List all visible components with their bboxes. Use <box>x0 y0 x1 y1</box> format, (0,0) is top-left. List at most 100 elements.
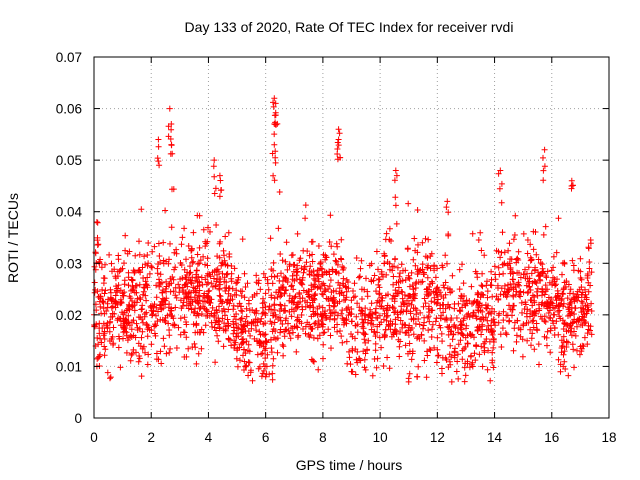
data-point <box>560 333 567 340</box>
data-point <box>145 351 152 358</box>
data-point <box>325 286 332 292</box>
data-point <box>233 330 240 337</box>
data-point <box>157 301 164 308</box>
data-point <box>555 331 562 338</box>
data-point <box>317 260 324 267</box>
data-point <box>211 173 218 180</box>
data-point <box>311 275 318 282</box>
data-point <box>458 330 465 337</box>
data-point <box>142 349 148 356</box>
data-point <box>556 313 563 320</box>
data-point <box>419 266 426 273</box>
data-point <box>179 275 186 282</box>
data-point <box>530 317 537 324</box>
data-point <box>549 317 556 324</box>
data-point <box>322 315 329 322</box>
data-point <box>327 332 334 339</box>
y-tick-label: 0.05 <box>56 153 82 168</box>
data-point <box>302 215 309 222</box>
data-point <box>572 332 579 339</box>
data-point <box>412 247 419 254</box>
data-point <box>294 230 301 237</box>
data-point <box>424 254 431 261</box>
data-point <box>539 261 546 268</box>
data-point <box>259 350 266 357</box>
data-point <box>271 95 278 102</box>
data-point <box>346 348 352 355</box>
data-point <box>173 246 180 253</box>
data-point <box>171 321 178 328</box>
data-point <box>97 256 104 263</box>
data-point <box>257 339 264 346</box>
data-point <box>386 260 393 267</box>
data-point <box>564 295 571 302</box>
data-point <box>410 331 417 338</box>
data-point <box>204 279 211 286</box>
data-point <box>588 300 595 307</box>
data-point <box>428 298 435 305</box>
data-point <box>540 154 546 161</box>
data-point <box>406 340 413 347</box>
data-point <box>216 292 223 299</box>
data-point <box>476 302 483 309</box>
data-point <box>271 177 278 184</box>
data-point <box>383 271 390 278</box>
data-point <box>213 306 220 313</box>
data-point <box>570 319 577 326</box>
data-point <box>511 325 518 332</box>
data-point <box>529 310 536 316</box>
data-point <box>158 279 165 286</box>
data-point <box>434 284 441 291</box>
data-point <box>343 284 350 291</box>
data-point <box>396 343 403 350</box>
data-point <box>410 256 417 263</box>
data-point <box>587 323 594 330</box>
data-point <box>220 327 227 334</box>
data-point <box>555 308 561 315</box>
data-point <box>498 199 505 206</box>
data-point <box>203 312 209 319</box>
data-point <box>449 336 456 343</box>
data-point <box>345 304 352 311</box>
data-point <box>428 250 435 257</box>
data-point <box>352 371 359 378</box>
data-point <box>554 293 561 300</box>
data-point <box>471 334 477 341</box>
data-point <box>462 344 469 350</box>
data-point <box>117 364 124 371</box>
data-point <box>448 378 455 385</box>
data-point <box>93 219 100 225</box>
data-point <box>211 190 218 197</box>
data-point <box>339 280 346 287</box>
data-point <box>138 373 145 380</box>
data-point <box>157 271 164 278</box>
data-point <box>156 162 163 169</box>
data-point <box>370 321 377 328</box>
data-point <box>307 323 314 330</box>
data-point <box>442 355 449 362</box>
data-point <box>421 337 428 344</box>
data-point <box>154 155 161 162</box>
data-point <box>100 280 107 287</box>
data-point <box>204 262 211 269</box>
data-point <box>275 225 282 232</box>
data-point <box>393 220 400 227</box>
data-point <box>424 274 431 281</box>
data-point <box>563 321 570 328</box>
data-point <box>249 377 256 384</box>
data-point <box>402 330 409 336</box>
data-point <box>136 281 143 288</box>
data-point <box>272 121 279 128</box>
data-point <box>537 277 544 284</box>
data-point <box>563 344 570 350</box>
data-point <box>354 329 361 336</box>
data-point <box>94 219 101 226</box>
data-point <box>125 282 132 289</box>
data-point <box>485 322 492 329</box>
data-point <box>341 317 348 324</box>
data-point <box>131 307 138 314</box>
data-point <box>376 284 383 291</box>
data-point <box>101 343 108 350</box>
data-point <box>150 308 157 315</box>
y-tick-label: 0.07 <box>56 50 82 65</box>
